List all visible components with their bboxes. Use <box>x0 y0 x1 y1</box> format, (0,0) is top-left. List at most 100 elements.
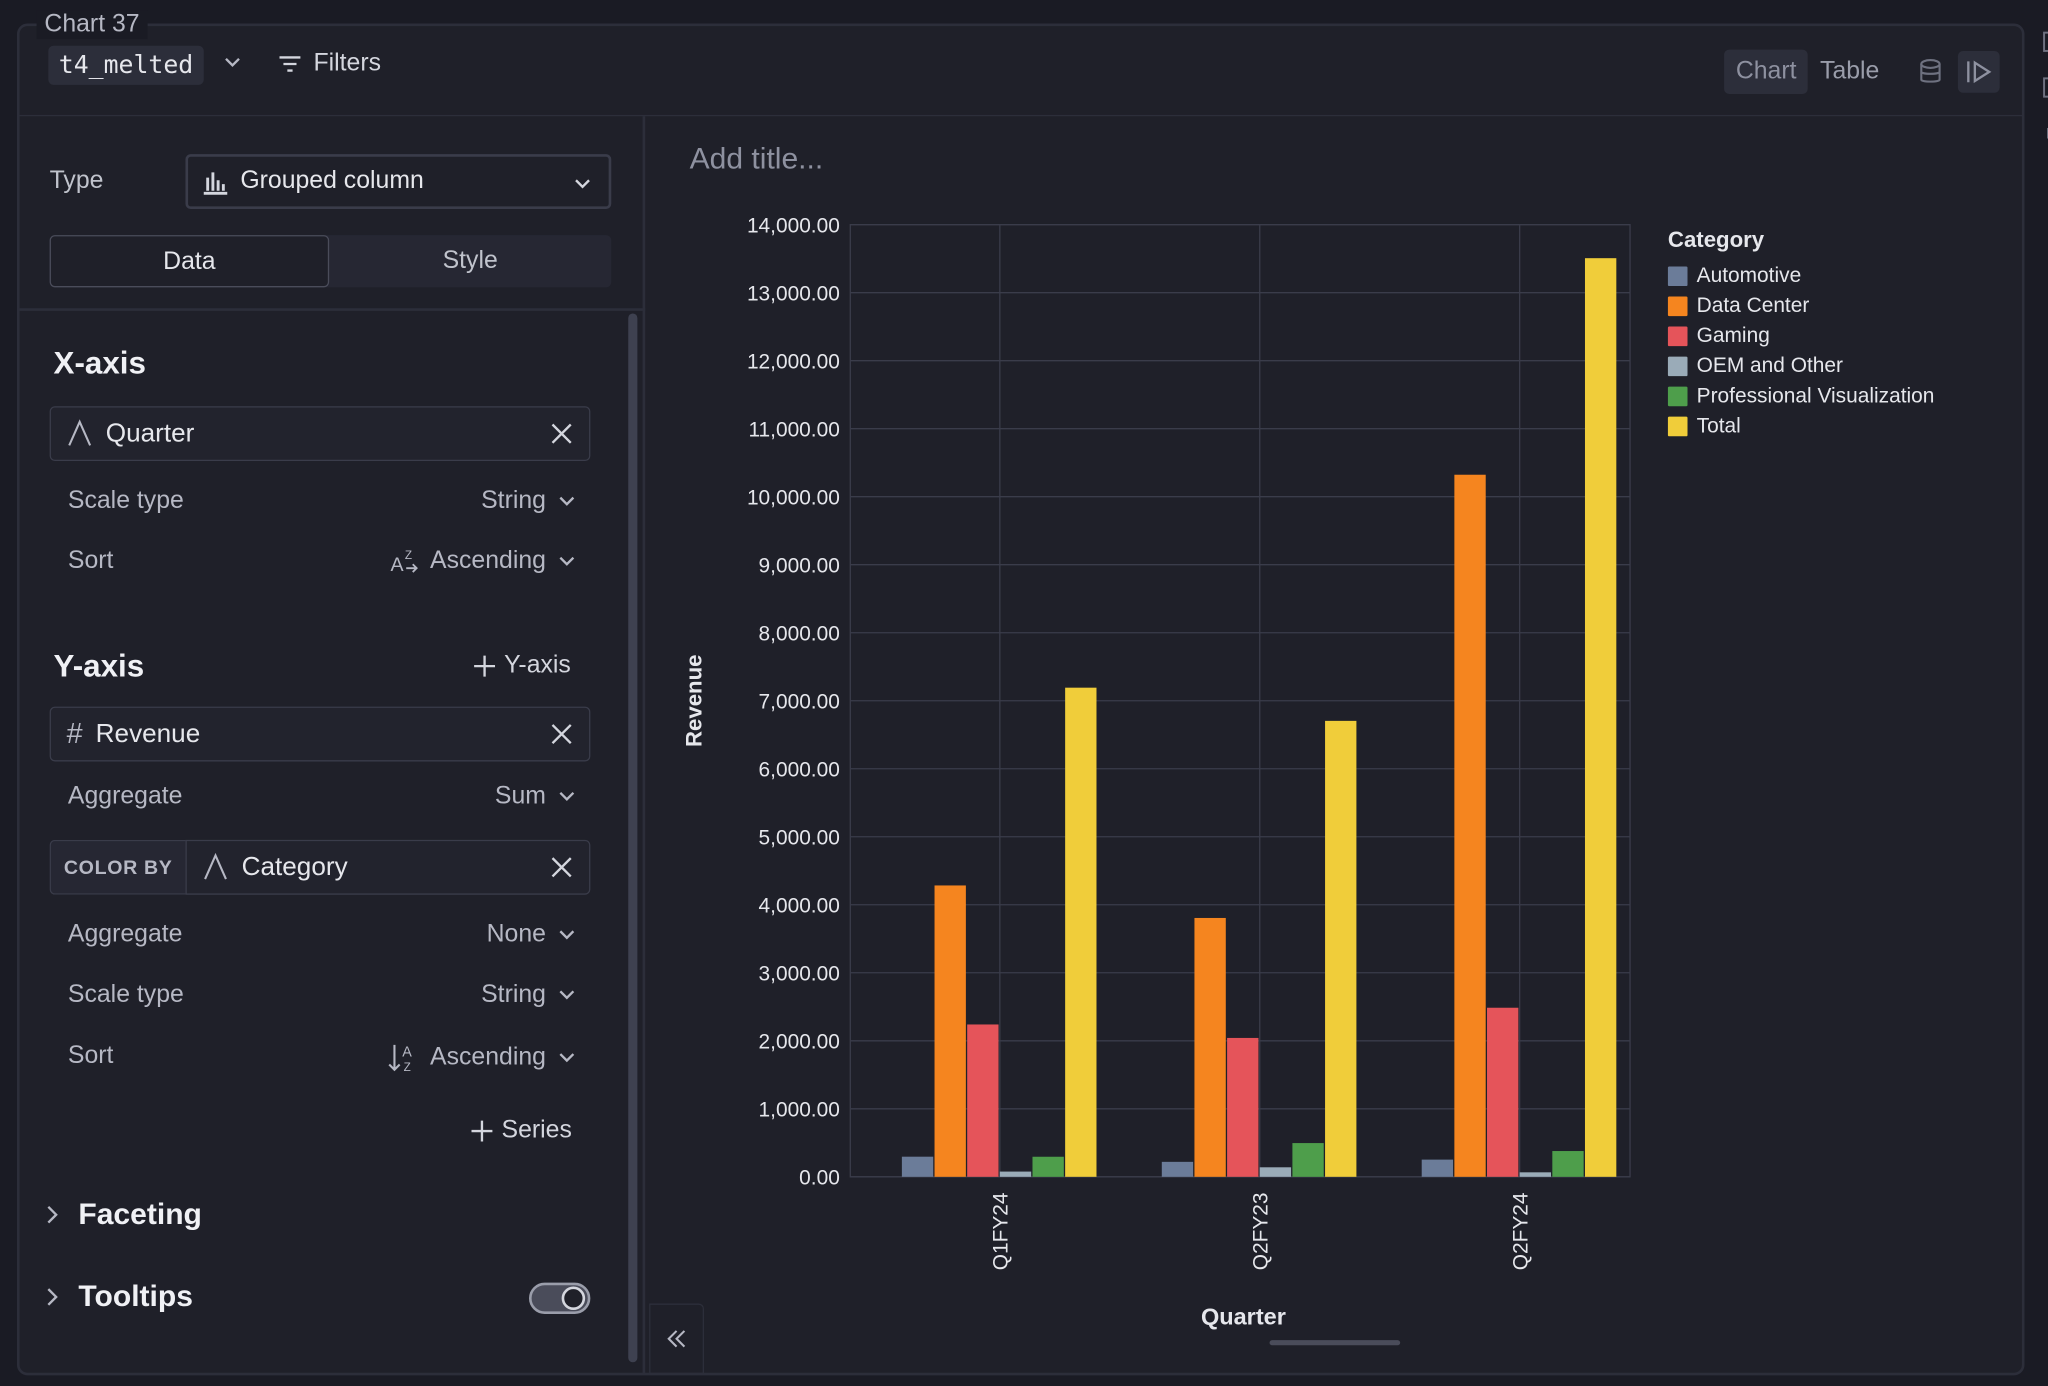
legend-item[interactable]: Data Center <box>1667 291 1934 321</box>
sort-alpha-icon: AZ <box>388 1045 413 1074</box>
chevron-down-icon <box>559 930 575 940</box>
tab-data[interactable]: Data <box>49 235 330 288</box>
legend-item[interactable]: Total <box>1667 411 1934 441</box>
filter-icon <box>279 56 301 72</box>
y-tick-label: 11,000.00 <box>749 419 840 442</box>
x-sort-label: Sort <box>67 547 114 575</box>
legend-swatch <box>1667 266 1688 287</box>
legend-item[interactable]: Professional Visualization <box>1667 381 1934 411</box>
chart-type-value: Grouped column <box>240 167 424 195</box>
legend-title: Category <box>1667 227 1765 253</box>
y-tick-label: 2,000.00 <box>759 1031 840 1054</box>
chevron-down-icon[interactable] <box>222 52 243 73</box>
x-scale-type-value: String <box>481 487 546 515</box>
legend-label: Gaming <box>1696 324 1770 347</box>
chevron-down-icon <box>559 556 575 566</box>
color-scale-type-select[interactable]: String <box>481 981 577 1010</box>
x-sort-value: Ascending <box>430 547 546 575</box>
string-type-icon <box>68 419 92 446</box>
legend-item[interactable]: Gaming <box>1667 321 1934 351</box>
panel-scrollbar[interactable] <box>628 313 638 1363</box>
y-tick-label: 6,000.00 <box>759 759 840 782</box>
legend-swatch <box>1667 416 1688 437</box>
y-tick-label: 1,000.00 <box>759 1099 840 1122</box>
y-aggregate-label: Aggregate <box>67 782 183 810</box>
legend-item[interactable]: OEM and Other <box>1667 351 1934 381</box>
add-series-label: Series <box>501 1116 572 1145</box>
chart-name[interactable]: Chart 37 <box>36 10 148 40</box>
chart-plot: 0.00 1,000.00 2,000.00 3,000.00 4,000.00 5,00… <box>681 214 1631 1329</box>
legend-label: OEM and Other <box>1696 354 1843 377</box>
y-tick-label: 5,000.00 <box>759 827 840 850</box>
faceting-section[interactable]: Faceting <box>44 1196 202 1231</box>
color-by-label: COLOR BY <box>49 839 186 895</box>
color-aggregate-select[interactable]: None <box>487 921 578 950</box>
y-aggregate-select[interactable]: Sum <box>495 782 577 811</box>
right-edge-toolbar <box>2038 26 2048 150</box>
x-scale-type-select[interactable]: String <box>481 487 577 516</box>
color-by-field[interactable]: Category <box>185 839 591 895</box>
add-y-axis-button[interactable]: Y-axis <box>473 652 571 681</box>
tooltips-section[interactable]: Tooltips <box>44 1279 193 1314</box>
chevron-right-icon <box>47 1205 58 1223</box>
database-icon[interactable] <box>1910 51 1952 93</box>
legend-label: Automotive <box>1696 264 1802 287</box>
double-chevron-left-icon <box>667 1330 686 1348</box>
tab-chart[interactable]: Chart <box>1724 49 1809 95</box>
plus-icon <box>471 1120 493 1142</box>
y-tick-label: 0.00 <box>799 1167 840 1190</box>
tooltips-toggle[interactable] <box>528 1282 591 1314</box>
legend-label: Total <box>1696 414 1741 437</box>
bar <box>901 1156 934 1177</box>
bar <box>999 1171 1032 1177</box>
legend-item[interactable]: Automotive <box>1667 261 1934 291</box>
color-aggregate-label: Aggregate <box>67 920 183 949</box>
collapse-sidebar-button[interactable] <box>649 1303 704 1375</box>
chevron-down-icon <box>559 1053 575 1063</box>
y-axis-title: Y-axis <box>53 649 145 685</box>
y-axis-label: Revenue <box>681 654 706 747</box>
filters-button[interactable]: Filters <box>277 50 381 79</box>
collapse-panel-icon[interactable] <box>1957 50 2000 93</box>
horizontal-scrollbar[interactable] <box>1269 1340 1401 1346</box>
close-icon[interactable] <box>550 856 574 880</box>
y-axis-field[interactable]: # Revenue <box>49 706 591 762</box>
chevron-right-icon <box>47 1287 58 1305</box>
color-scale-type-label: Scale type <box>67 980 184 1009</box>
bar <box>1194 917 1226 1177</box>
bar <box>1227 1037 1259 1177</box>
close-icon[interactable] <box>550 722 574 746</box>
x-axis-field-value: Quarter <box>105 418 195 448</box>
chart-title-input[interactable]: Add title... <box>689 141 824 176</box>
number-type-icon: # <box>66 717 83 750</box>
view-tabs: Chart Table <box>1724 49 1891 95</box>
legend-label: Data Center <box>1696 294 1810 317</box>
color-sort-value: Ascending <box>430 1043 546 1072</box>
faceting-label: Faceting <box>78 1196 202 1231</box>
tab-style[interactable]: Style <box>442 246 498 275</box>
chevron-down-icon <box>559 496 575 506</box>
dataset-pill[interactable]: t4_melted <box>48 45 204 85</box>
chart-toolbar <box>16 24 2025 117</box>
type-label: Type <box>49 167 104 195</box>
close-icon[interactable] <box>550 422 574 446</box>
string-type-icon <box>204 852 227 880</box>
legend-swatch <box>1667 356 1688 377</box>
x-axis-field[interactable]: Quarter <box>49 406 591 462</box>
x-tick-label: Q1FY24 <box>990 1192 1013 1270</box>
svg-text:Z: Z <box>405 549 412 562</box>
chart-type-select[interactable]: Grouped column <box>185 154 612 209</box>
chevron-down-icon <box>559 990 575 1000</box>
bar <box>1065 687 1097 1177</box>
panel-icon[interactable] <box>2038 26 2048 144</box>
y-tick-label: 7,000.00 <box>759 691 840 714</box>
legend-swatch <box>1667 296 1688 317</box>
legend-swatch <box>1667 386 1688 407</box>
y-tick-label: 9,000.00 <box>759 555 840 578</box>
tab-table[interactable]: Table <box>1820 57 1880 85</box>
add-series-button[interactable]: Series <box>470 1117 572 1146</box>
data-style-tabs: Data Style <box>49 235 612 288</box>
bar <box>1325 720 1357 1177</box>
